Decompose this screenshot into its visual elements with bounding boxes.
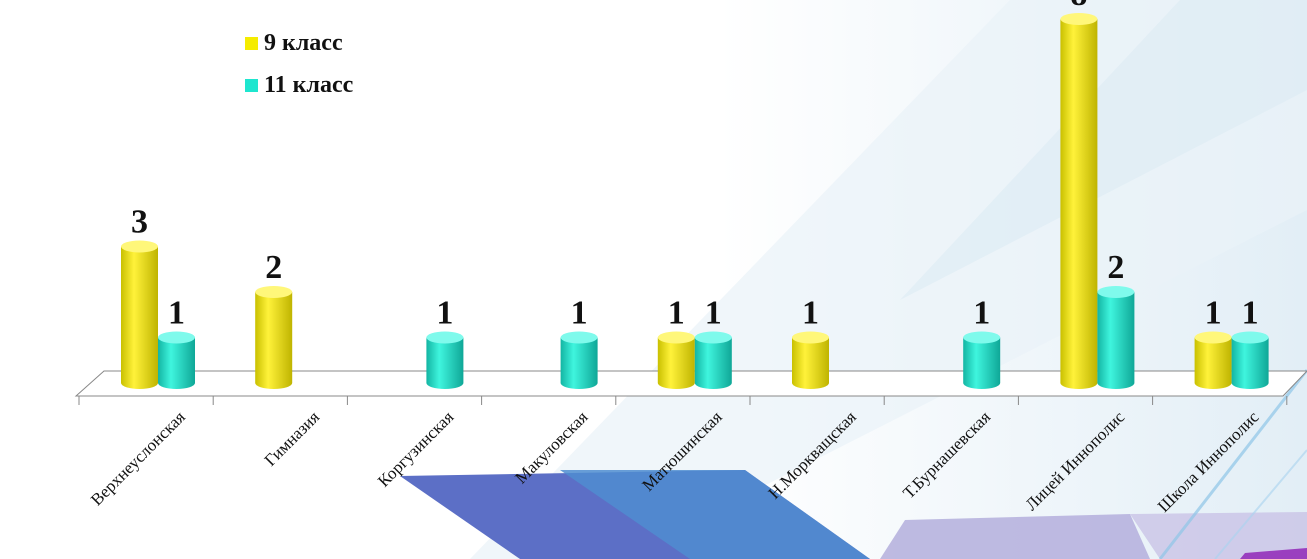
data-label: 1 [1205,295,1222,332]
bar-grade11 [694,331,732,389]
legend-swatch [245,78,258,92]
data-label: 1 [705,295,722,332]
bar-grade11 [426,331,464,389]
legend-item-11: 11 класс [245,64,353,106]
bar-grade11 [158,331,195,389]
bar-grade11 [560,331,598,389]
data-label: 1 [436,295,453,332]
data-label: 2 [265,249,282,286]
legend-item-9: 9 класс [245,22,353,64]
legend-swatch [245,36,258,50]
legend-label: 9 класс [264,29,343,56]
bar-grade9 [657,331,695,389]
bar-grade9 [792,331,829,389]
data-label: 3 [131,204,148,241]
bar-grade11 [963,331,1001,389]
bar-grade11 [1231,331,1269,389]
category-label: Т.Бурнашевская [899,407,994,502]
category-label: Верхнеуслонская [87,407,189,509]
data-label: 1 [973,295,990,332]
data-label: 1 [168,295,185,332]
data-label: 1 [1242,295,1259,332]
data-label: 8 [1070,0,1087,13]
category-label: Школа Иннополис [1154,407,1263,516]
category-label: Лицей Иннополис [1021,407,1128,514]
bar-grade9 [255,286,293,389]
category-label: Н.Моркващская [765,407,860,502]
bar-grade9 [1194,331,1232,389]
bar-grade11 [1097,286,1135,389]
data-label: 2 [1107,249,1124,286]
data-label: 1 [571,295,588,332]
bar-grade9 [121,240,158,389]
bar-grade9 [1060,13,1098,389]
category-label: Коргузинская [374,407,457,490]
legend: 9 класс 11 класс [245,22,353,106]
data-label: 1 [668,295,685,332]
category-label: Гимназия [261,407,324,470]
category-label: Макуловская [511,407,591,487]
data-label: 1 [802,295,819,332]
legend-label: 11 класс [264,71,354,98]
category-label: Матюшинская [638,407,725,494]
